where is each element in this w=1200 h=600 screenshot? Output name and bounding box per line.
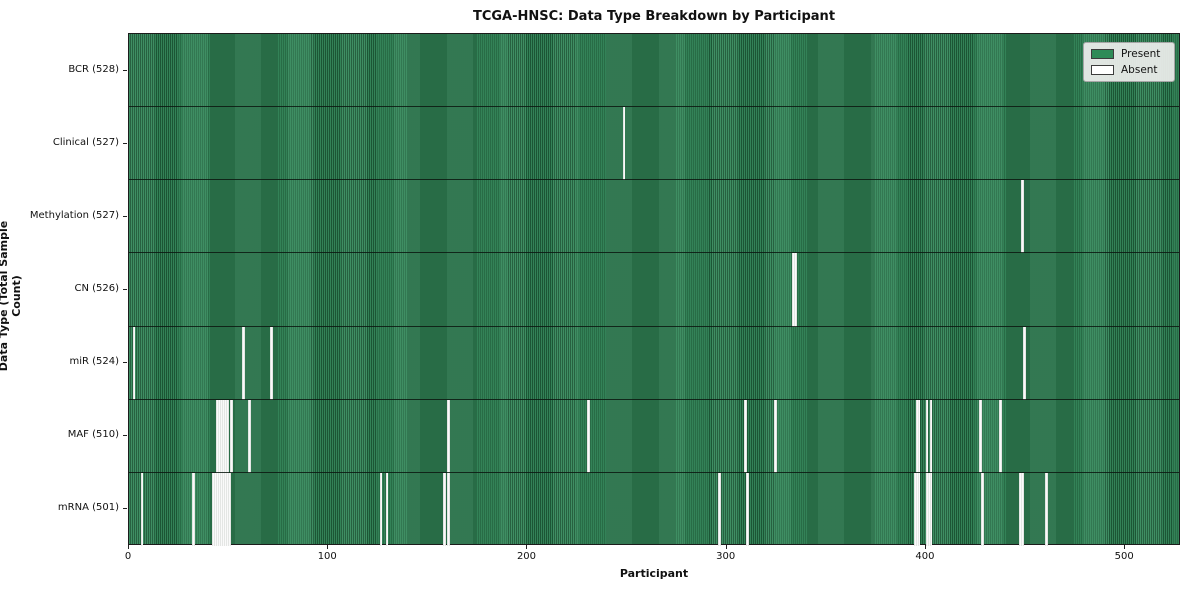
legend: Present Absent bbox=[1083, 42, 1175, 82]
absent-cell-mRNA-310 bbox=[746, 472, 749, 546]
absent-cell-mRNA-401 bbox=[927, 472, 931, 546]
absent-cell-mRNA-45 bbox=[218, 472, 221, 546]
absent-cell-mRNA-448 bbox=[1021, 472, 1024, 546]
xtick-mark bbox=[725, 545, 727, 549]
xtick-label-400: 400 bbox=[915, 551, 935, 562]
absent-cell-MAF-160 bbox=[447, 399, 451, 473]
absent-cell-MAF-396 bbox=[917, 399, 921, 473]
ytick-mark bbox=[123, 435, 127, 437]
absent-cell-mRNA-47 bbox=[222, 472, 225, 546]
absent-cell-MAF-49 bbox=[226, 399, 229, 473]
absent-cell-mRNA-32 bbox=[192, 472, 196, 546]
y-axis-label: Data Type (Total Sample Count) bbox=[0, 220, 23, 372]
absent-cell-mRNA-48 bbox=[224, 472, 227, 546]
xtick-mark bbox=[327, 545, 329, 549]
absent-cell-MAF-437 bbox=[999, 399, 1003, 473]
absent-cell-MAF-46 bbox=[220, 399, 223, 473]
xtick-label-0: 0 bbox=[124, 551, 132, 562]
absent-cell-MAF-402 bbox=[929, 399, 933, 473]
row-separator bbox=[129, 398, 1179, 400]
xtick-label-100: 100 bbox=[317, 551, 337, 562]
absent-cell-miR-57 bbox=[242, 326, 245, 400]
absent-cell-mRNA-158 bbox=[443, 472, 447, 546]
absent-cell-mRNA-43 bbox=[214, 472, 217, 546]
xtick-mark bbox=[526, 545, 528, 549]
absent-cell-mRNA-6 bbox=[140, 472, 144, 546]
absent-cell-mRNA-50 bbox=[228, 472, 231, 546]
ytick-label-Methylation: Methylation (527) bbox=[29, 209, 119, 221]
ytick-mark bbox=[123, 362, 127, 364]
absent-cell-mRNA-394 bbox=[913, 472, 917, 546]
absent-cell-mRNA-160 bbox=[447, 472, 451, 546]
xtick-label-500: 500 bbox=[1114, 551, 1134, 562]
absent-cell-MAF-44 bbox=[216, 399, 219, 473]
xtick-mark bbox=[1124, 545, 1126, 549]
absent-cell-MAF-48 bbox=[224, 399, 227, 473]
absent-cell-MAF-395 bbox=[915, 399, 919, 473]
absent-cell-mRNA-49 bbox=[226, 472, 229, 546]
absent-cell-mRNA-126 bbox=[379, 472, 383, 546]
xtick-mark bbox=[128, 545, 129, 549]
absent-cell-mRNA-400 bbox=[925, 472, 929, 546]
absent-cell-mRNA-296 bbox=[718, 472, 722, 546]
absent-cell-mRNA-396 bbox=[917, 472, 921, 546]
absent-cell-mRNA-44 bbox=[216, 472, 219, 546]
legend-absent-label: Absent bbox=[1121, 64, 1158, 76]
ytick-label-Clinical: Clinical (527) bbox=[52, 136, 119, 148]
ytick-mark bbox=[123, 142, 127, 144]
absent-cell-mRNA-460 bbox=[1045, 472, 1048, 546]
absent-cell-mRNA-46 bbox=[220, 472, 223, 546]
absent-cell-MAF-324 bbox=[774, 399, 777, 473]
row-separator bbox=[129, 106, 1179, 108]
ytick-label-miR: miR (524) bbox=[69, 356, 119, 368]
absent-cell-Clinical-248 bbox=[622, 107, 626, 181]
absent-cell-mRNA-428 bbox=[981, 472, 985, 546]
ytick-mark bbox=[123, 69, 127, 71]
ytick-label-CN: CN (526) bbox=[74, 283, 119, 294]
plot-area bbox=[128, 33, 1180, 546]
absent-cell-MAF-60 bbox=[248, 399, 251, 473]
absent-cell-MAF-45 bbox=[218, 399, 221, 473]
absent-cell-miR-71 bbox=[270, 326, 273, 400]
absent-cell-mRNA-447 bbox=[1019, 472, 1022, 546]
ytick-mark bbox=[123, 508, 127, 510]
row-separator bbox=[129, 325, 1179, 327]
chart-title: TCGA-HNSC: Data Type Breakdown by Partic… bbox=[472, 9, 836, 24]
xtick-label-300: 300 bbox=[716, 551, 736, 562]
absent-cell-MAF-230 bbox=[586, 399, 590, 473]
xtick-label-200: 200 bbox=[516, 551, 537, 562]
row-separator bbox=[129, 252, 1179, 254]
x-axis-label: Participant bbox=[619, 567, 689, 580]
absent-cell-MAF-427 bbox=[979, 399, 983, 473]
ytick-label-MAF: MAF (510) bbox=[67, 429, 119, 441]
xtick-mark bbox=[924, 545, 926, 549]
absent-cell-MAF-400 bbox=[925, 399, 929, 473]
ytick-label-mRNA: mRNA (501) bbox=[57, 502, 119, 514]
absent-cell-MAF-309 bbox=[744, 399, 747, 473]
row-separator bbox=[129, 471, 1179, 473]
absent-cell-mRNA-395 bbox=[915, 472, 919, 546]
absent-cell-CN-333 bbox=[792, 253, 795, 327]
ytick-label-BCR: BCR (528) bbox=[68, 63, 119, 75]
absent-cell-CN-334 bbox=[794, 253, 797, 327]
absent-cell-miR-2 bbox=[132, 326, 136, 400]
absent-cell-miR-449 bbox=[1023, 326, 1026, 400]
legend-present-label: Present bbox=[1121, 48, 1161, 60]
row-separator bbox=[129, 179, 1179, 181]
legend-item-present: Present bbox=[1091, 48, 1167, 60]
ytick-mark bbox=[123, 215, 127, 217]
absent-cell-Methylation-448 bbox=[1021, 180, 1024, 254]
absent-cell-mRNA-402 bbox=[929, 472, 933, 546]
absent-swatch-icon bbox=[1091, 65, 1114, 75]
absent-cell-mRNA-42 bbox=[212, 472, 216, 546]
absent-cell-mRNA-129 bbox=[385, 472, 389, 546]
ytick-mark bbox=[123, 289, 127, 290]
absent-cell-MAF-47 bbox=[222, 399, 225, 473]
legend-item-absent: Absent bbox=[1091, 64, 1167, 76]
present-swatch-icon bbox=[1091, 49, 1114, 59]
absent-cell-MAF-51 bbox=[230, 399, 233, 473]
